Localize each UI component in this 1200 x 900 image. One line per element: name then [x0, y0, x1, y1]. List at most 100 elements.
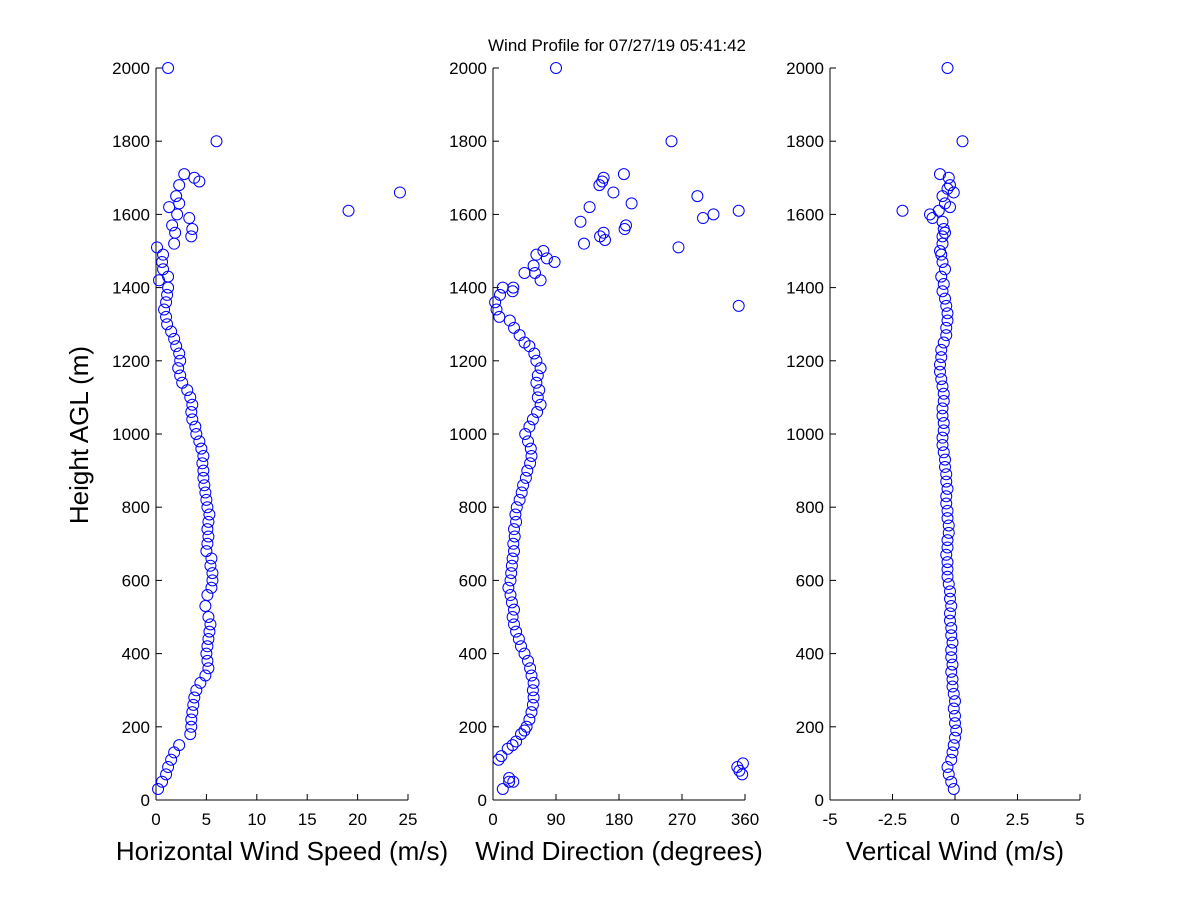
data-point: [168, 332, 181, 345]
y-tick-label: 800: [122, 498, 150, 517]
data-point: [941, 534, 954, 547]
data-point: [184, 391, 197, 404]
data-point: [537, 245, 550, 257]
data-point: [533, 384, 546, 397]
x-tick-label: 25: [399, 810, 418, 829]
data-point: [934, 245, 946, 257]
data-point: [736, 768, 749, 781]
data-point: [507, 537, 520, 550]
data-point: [508, 523, 520, 536]
data-point: [949, 717, 961, 730]
data-point: [517, 479, 530, 492]
data-point: [944, 592, 956, 605]
data-point: [157, 263, 170, 276]
data-point: [522, 654, 534, 667]
data-point: [732, 299, 745, 312]
y-tick-label: 200: [122, 718, 150, 737]
data-point: [160, 296, 173, 309]
x-tick-label: -5: [822, 810, 837, 829]
data-point: [186, 223, 199, 236]
data-point: [935, 343, 948, 356]
data-point: [945, 643, 958, 656]
data-point: [168, 237, 181, 250]
data-point: [597, 171, 610, 184]
data-point: [188, 691, 201, 704]
data-point: [947, 702, 960, 715]
data-point: [936, 402, 949, 415]
data-point: [199, 486, 212, 499]
data-point: [170, 190, 183, 203]
data-point: [174, 354, 187, 367]
data-point: [936, 237, 949, 250]
data-point: [496, 783, 509, 796]
subplot-direction: 0 200 400 600 800 1000 1200 1400 1600 1800 2000 0 90…: [449, 59, 763, 866]
data-point: [526, 698, 539, 711]
y-tick-label: 1600: [449, 205, 487, 224]
data-point: [944, 614, 956, 627]
data-point: [186, 398, 199, 411]
x-tick-label: 20: [348, 810, 367, 829]
data-point: [940, 548, 953, 561]
data-point: [617, 168, 630, 181]
y-tick-label: 1000: [786, 425, 824, 444]
data-point: [157, 248, 170, 261]
data-point: [200, 647, 213, 660]
data-point: [935, 351, 948, 364]
data-point: [185, 406, 198, 419]
y-tick-label: 1000: [449, 425, 487, 444]
data-point: [625, 197, 638, 210]
y-tick-label: 600: [122, 571, 150, 590]
data-point: [937, 336, 950, 349]
y-tick-label: 800: [459, 498, 487, 517]
data-point: [506, 739, 519, 752]
data-point: [513, 329, 526, 342]
data-point: [946, 673, 959, 686]
data-point: [926, 212, 939, 225]
data-point: [523, 340, 536, 353]
data-point: [504, 589, 517, 602]
data-point: [937, 277, 950, 290]
data-point: [936, 215, 949, 228]
data-point: [896, 204, 909, 217]
data-point: [940, 475, 953, 488]
data-point: [172, 362, 185, 375]
data-point: [939, 197, 951, 210]
x-tick-label: 180: [605, 810, 633, 829]
data-point: [540, 252, 553, 265]
data-point: [503, 772, 516, 785]
data-point: [945, 629, 958, 642]
data-point: [156, 775, 169, 788]
x-tick-label: 0: [151, 810, 160, 829]
data-point: [510, 515, 523, 528]
data-point: [202, 530, 215, 543]
data-point: [495, 750, 508, 763]
data-point: [937, 387, 950, 400]
y-tick-label: 1200: [786, 352, 824, 371]
data-point: [197, 449, 210, 462]
data-point: [583, 201, 596, 214]
x-tick-label: 360: [731, 810, 759, 829]
data-point: [513, 493, 526, 506]
data-point: [942, 768, 955, 781]
data-point: [165, 753, 178, 766]
data-point: [199, 600, 212, 613]
data-point: [502, 581, 515, 594]
y-tick-label: 1400: [786, 279, 824, 298]
data-point: [574, 215, 587, 228]
data-point: [170, 340, 183, 353]
data-point: [531, 406, 544, 419]
data-point: [505, 567, 518, 580]
y-tick-label: 2000: [449, 59, 487, 78]
data-point: [162, 270, 175, 283]
data-point: [691, 190, 704, 203]
data-point: [190, 684, 203, 697]
data-point: [941, 563, 954, 576]
y-tick-label: 1800: [112, 132, 150, 151]
data-point: [530, 376, 543, 389]
x-tick-label: 5: [202, 810, 211, 829]
figure-title: Wind Profile for 07/27/19 05:41:42: [488, 36, 746, 55]
data-point: [510, 625, 523, 638]
data-point: [949, 695, 961, 708]
